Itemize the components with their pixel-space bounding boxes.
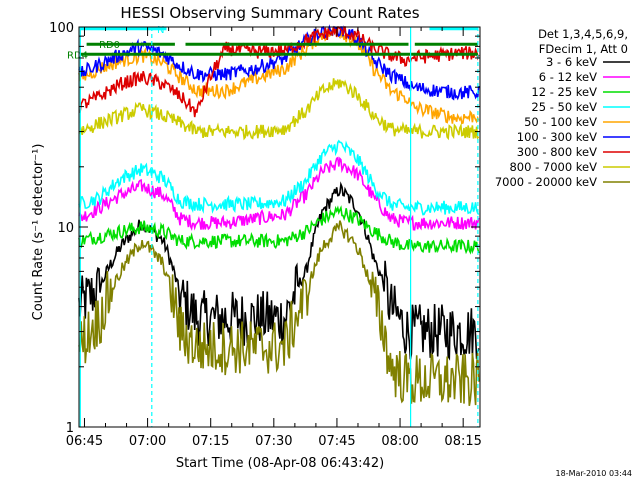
legend-label-7: 300 - 800 keV — [517, 145, 597, 159]
y-tick-label-1: 1 — [66, 421, 74, 436]
x-axis: 06:45 07:00 07:15 07:30 07:45 08:00 08:15 — [66, 27, 482, 449]
y-axis-label: Count Rate (s⁻¹ detector⁻¹) — [31, 144, 46, 321]
y-tick-label-2: 10 — [57, 221, 74, 236]
legend-label-4: 25 - 50 keV — [531, 100, 597, 114]
legend-label-8: 800 - 7000 keV — [509, 160, 597, 174]
series-line-5 — [78, 25, 480, 125]
series-line-3 — [78, 205, 480, 255]
chart-title: HESSI Observing Summary Count Rates — [120, 4, 419, 22]
flag-label-n: N — [157, 25, 164, 36]
x-tick-label-1: 06:45 — [66, 434, 103, 449]
y-tick-label-3: 100 — [49, 21, 74, 36]
legend-label-1: 3 - 6 keV — [546, 55, 597, 69]
x-axis-label: Start Time (08-Apr-08 06:43:42) — [176, 456, 384, 471]
legend-header-1: Det 1,3,4,5,6,9, — [538, 27, 628, 41]
series-line-9 — [78, 220, 480, 406]
legend: Det 1,3,4,5,6,9,FDecim 1, Att 03 - 6 keV… — [495, 27, 630, 189]
legend-label-6: 100 - 300 keV — [517, 130, 597, 144]
x-tick-label-4: 07:30 — [255, 434, 292, 449]
flag-label-rd4: RD4 — [67, 50, 88, 61]
x-tick-label-3: 07:15 — [192, 434, 229, 449]
legend-header-2: FDecim 1, Att 0 — [539, 42, 628, 56]
x-tick-label-6: 08:00 — [381, 434, 418, 449]
series-line-8 — [78, 78, 480, 141]
legend-label-9: 7000 - 20000 keV — [495, 175, 597, 189]
series-line-2 — [78, 156, 480, 231]
legend-label-5: 50 - 100 keV — [524, 115, 597, 129]
x-tick-label-2: 07:00 — [129, 434, 166, 449]
flag-label-rd0: RD0 — [99, 40, 120, 51]
x-tick-label-7: 08:15 — [444, 434, 481, 449]
legend-label-2: 6 - 12 keV — [539, 70, 597, 84]
plot-timestamp: 18-Mar-2010 03:44 — [556, 469, 633, 478]
series-line-4 — [78, 139, 480, 216]
legend-label-3: 12 - 25 keV — [531, 85, 597, 99]
y-axis: 1 10 100 — [49, 21, 480, 436]
x-tick-label-5: 07:45 — [318, 434, 355, 449]
